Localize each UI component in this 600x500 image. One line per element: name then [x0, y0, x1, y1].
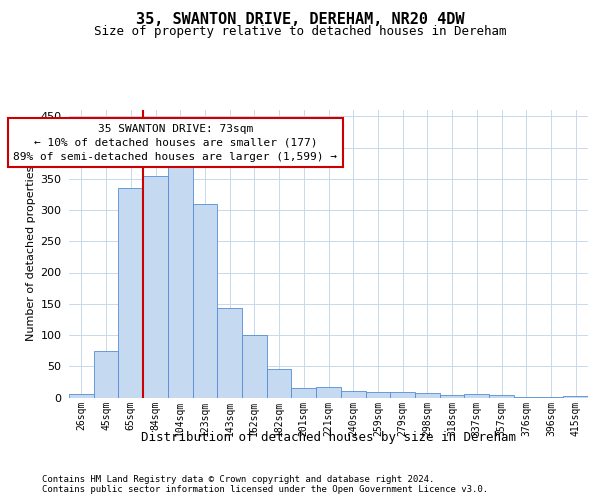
- Bar: [341, 390, 365, 398]
- Text: Size of property relative to detached houses in Dereham: Size of property relative to detached ho…: [94, 25, 506, 38]
- Bar: [143, 176, 168, 398]
- Text: 35, SWANTON DRIVE, DEREHAM, NR20 4DW: 35, SWANTON DRIVE, DEREHAM, NR20 4DW: [136, 12, 464, 28]
- Bar: [464, 394, 489, 398]
- Bar: [193, 204, 217, 398]
- Bar: [217, 308, 242, 398]
- Bar: [440, 395, 464, 398]
- Text: Contains HM Land Registry data © Crown copyright and database right 2024.: Contains HM Land Registry data © Crown c…: [42, 474, 434, 484]
- Bar: [539, 397, 563, 398]
- Bar: [390, 392, 415, 398]
- Bar: [415, 393, 440, 398]
- Bar: [69, 394, 94, 398]
- Bar: [489, 395, 514, 398]
- Bar: [514, 397, 539, 398]
- Text: 35 SWANTON DRIVE: 73sqm
← 10% of detached houses are smaller (177)
89% of semi-d: 35 SWANTON DRIVE: 73sqm ← 10% of detache…: [13, 124, 337, 162]
- Text: Contains public sector information licensed under the Open Government Licence v3: Contains public sector information licen…: [42, 484, 488, 494]
- Bar: [316, 387, 341, 398]
- Bar: [267, 369, 292, 398]
- Bar: [118, 188, 143, 398]
- Bar: [242, 335, 267, 398]
- Bar: [365, 392, 390, 398]
- Bar: [94, 350, 118, 398]
- Bar: [563, 396, 588, 398]
- Bar: [292, 388, 316, 398]
- Text: Distribution of detached houses by size in Dereham: Distribution of detached houses by size …: [142, 431, 516, 444]
- Y-axis label: Number of detached properties: Number of detached properties: [26, 166, 36, 342]
- Bar: [168, 166, 193, 398]
